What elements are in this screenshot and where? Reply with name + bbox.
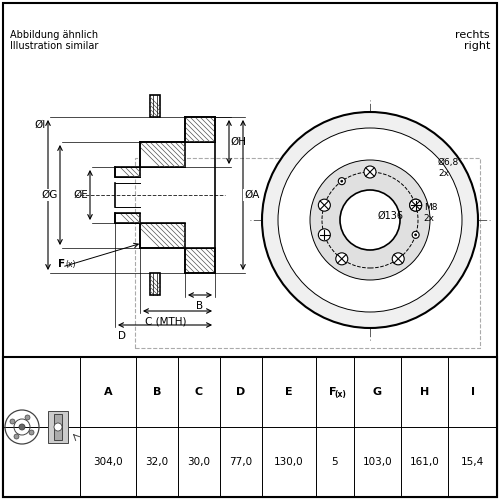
Text: 32,0: 32,0 bbox=[146, 457, 169, 467]
Text: 103,0: 103,0 bbox=[362, 457, 392, 467]
Text: C (MTH): C (MTH) bbox=[145, 317, 186, 327]
Text: 161,0: 161,0 bbox=[410, 457, 440, 467]
Text: (x): (x) bbox=[65, 260, 76, 270]
Text: 130,0: 130,0 bbox=[274, 457, 304, 467]
Text: 30,0: 30,0 bbox=[188, 457, 210, 467]
Circle shape bbox=[412, 232, 419, 238]
Text: 304,0: 304,0 bbox=[93, 457, 123, 467]
Circle shape bbox=[340, 190, 400, 250]
Text: Illustration similar: Illustration similar bbox=[10, 41, 99, 51]
Bar bbox=[115, 213, 140, 223]
Text: A: A bbox=[104, 387, 112, 397]
Text: right: right bbox=[464, 41, 490, 51]
Text: ØG: ØG bbox=[42, 190, 58, 200]
Text: ØI: ØI bbox=[35, 120, 46, 130]
Text: Abbildung ähnlich: Abbildung ähnlich bbox=[10, 30, 98, 40]
Text: G: G bbox=[373, 387, 382, 397]
Text: 5: 5 bbox=[332, 457, 338, 467]
Bar bbox=[140, 142, 185, 167]
Bar bbox=[54, 414, 62, 440]
Text: I: I bbox=[470, 387, 474, 397]
Circle shape bbox=[338, 178, 345, 184]
Circle shape bbox=[364, 166, 376, 178]
Bar bbox=[48, 411, 68, 443]
Circle shape bbox=[310, 160, 430, 280]
Bar bbox=[150, 273, 160, 295]
Text: Ø136: Ø136 bbox=[378, 211, 404, 221]
Bar bbox=[135, 158, 480, 348]
Circle shape bbox=[29, 430, 34, 435]
Circle shape bbox=[318, 229, 330, 241]
Bar bbox=[150, 95, 160, 117]
Text: B: B bbox=[196, 301, 203, 311]
Bar bbox=[185, 117, 215, 142]
Circle shape bbox=[336, 253, 348, 265]
Text: F: F bbox=[58, 259, 65, 269]
Circle shape bbox=[410, 199, 422, 211]
Text: M8
2x: M8 2x bbox=[424, 203, 437, 223]
Text: F: F bbox=[329, 387, 337, 397]
Bar bbox=[140, 223, 185, 248]
Text: (x): (x) bbox=[334, 390, 346, 398]
Circle shape bbox=[262, 112, 478, 328]
Circle shape bbox=[10, 419, 15, 424]
Text: E: E bbox=[285, 387, 293, 397]
Bar bbox=[185, 248, 215, 273]
Circle shape bbox=[410, 199, 422, 211]
Text: D: D bbox=[118, 331, 126, 341]
Bar bbox=[115, 167, 140, 177]
Text: 77,0: 77,0 bbox=[230, 457, 252, 467]
Text: ØH: ØH bbox=[230, 137, 246, 147]
Text: ØE: ØE bbox=[73, 190, 88, 200]
Text: H: H bbox=[420, 387, 429, 397]
Text: Ø6,8
2x: Ø6,8 2x bbox=[438, 158, 459, 178]
Circle shape bbox=[278, 128, 462, 312]
Text: D: D bbox=[236, 387, 246, 397]
Bar bbox=[3, 357, 497, 497]
Text: 15,4: 15,4 bbox=[461, 457, 484, 467]
Circle shape bbox=[25, 415, 30, 420]
Text: C: C bbox=[195, 387, 203, 397]
Circle shape bbox=[414, 234, 416, 236]
Circle shape bbox=[341, 180, 343, 182]
Circle shape bbox=[318, 199, 330, 211]
Text: rechts: rechts bbox=[456, 30, 490, 40]
Text: B: B bbox=[153, 387, 161, 397]
Circle shape bbox=[14, 434, 19, 439]
Text: ØA: ØA bbox=[244, 190, 260, 200]
Circle shape bbox=[19, 424, 25, 430]
Text: Ate: Ate bbox=[322, 184, 398, 226]
Circle shape bbox=[54, 423, 62, 431]
Circle shape bbox=[392, 253, 404, 265]
